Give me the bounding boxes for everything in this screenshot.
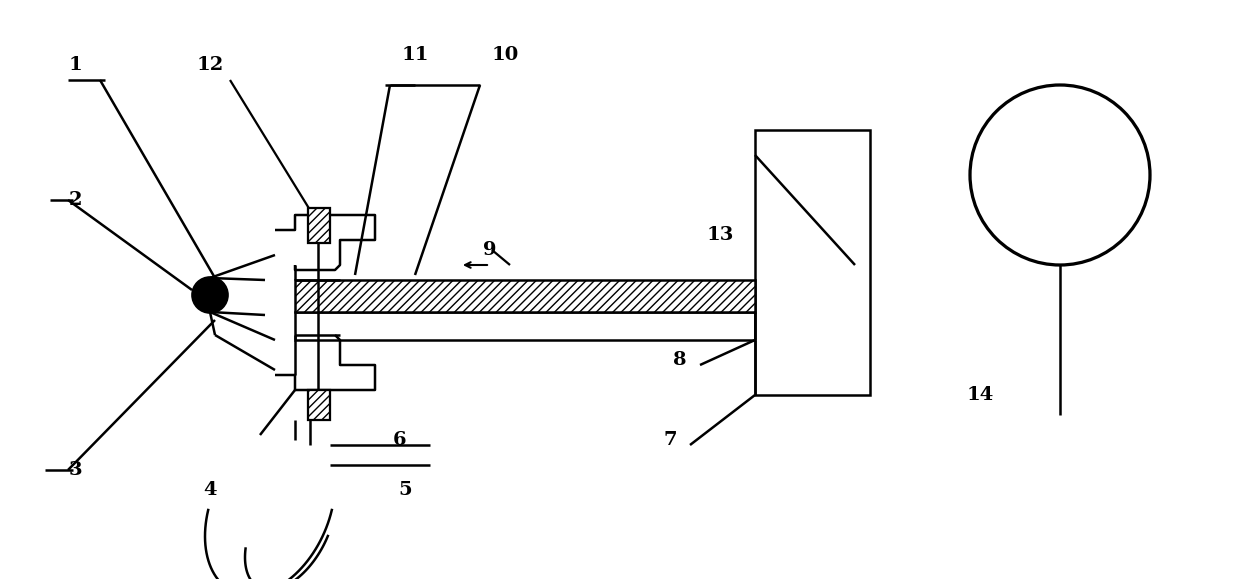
Text: 2: 2 — [68, 191, 82, 209]
Text: 11: 11 — [402, 46, 429, 64]
Text: 8: 8 — [673, 351, 687, 369]
Polygon shape — [295, 280, 755, 312]
Text: 9: 9 — [484, 241, 497, 259]
Text: 3: 3 — [68, 461, 82, 479]
Polygon shape — [308, 208, 330, 243]
Polygon shape — [308, 390, 330, 420]
Text: 12: 12 — [196, 56, 223, 74]
Text: 5: 5 — [398, 481, 412, 499]
Text: 4: 4 — [203, 481, 217, 499]
Text: 1: 1 — [68, 56, 82, 74]
Text: 6: 6 — [393, 431, 407, 449]
Polygon shape — [295, 312, 755, 340]
Text: 13: 13 — [707, 226, 734, 244]
Text: 7: 7 — [663, 431, 677, 449]
Circle shape — [192, 277, 228, 313]
Polygon shape — [755, 130, 870, 395]
Text: 14: 14 — [966, 386, 993, 404]
Text: 10: 10 — [491, 46, 518, 64]
